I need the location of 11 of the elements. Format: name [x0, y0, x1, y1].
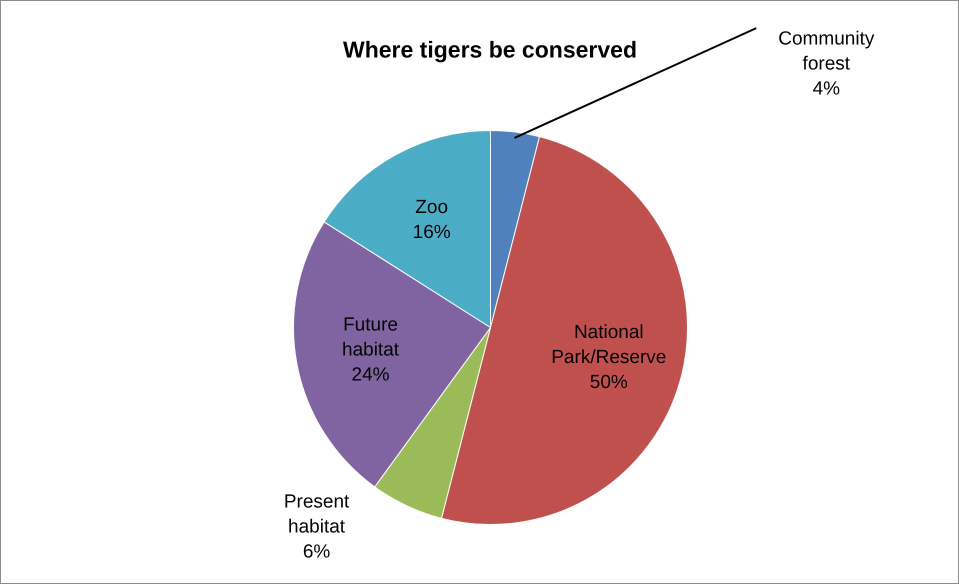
slice-label: Zoo	[415, 197, 448, 218]
data-label: 24%	[352, 364, 390, 386]
slice-label: Community forest	[778, 28, 875, 74]
slice-label: National Park/Reserve	[551, 322, 666, 368]
slice-label: Present habitat	[284, 491, 350, 538]
data-label: 6%	[302, 541, 330, 562]
data-label: 4%	[812, 78, 840, 100]
slice-label: Future habitat	[342, 314, 400, 361]
chart-title: Where tigers be conserved	[343, 36, 637, 62]
data-label: 16%	[412, 222, 451, 244]
data-label: 50%	[590, 372, 628, 394]
